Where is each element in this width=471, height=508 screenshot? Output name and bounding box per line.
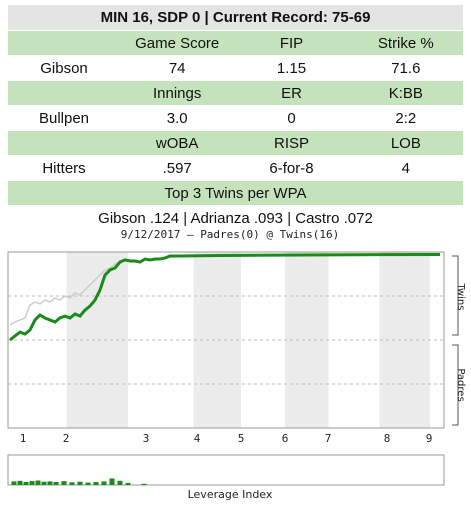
table-cell: Innings [152, 84, 202, 102]
bracket [452, 344, 459, 426]
leverage-bar [109, 478, 115, 485]
table-cell: FIP [279, 34, 304, 52]
win-line [9, 252, 441, 342]
table-cell: Bullpen [38, 109, 90, 127]
table-row: Gibson 74 1.15 71.6 [8, 56, 463, 81]
x-tick-label: 4 [194, 432, 201, 445]
leverage-bar [53, 482, 59, 485]
plot-frame [7, 251, 445, 429]
leverage-bar [23, 482, 29, 485]
leverage-bar [85, 482, 91, 485]
table-cell: wOBA [155, 134, 199, 152]
leverage-bar [47, 481, 53, 485]
table-cell: .597 [162, 159, 192, 177]
x-tick-label: 1 [20, 432, 27, 445]
leverage-title: Leverage Index [188, 488, 273, 501]
bracket [452, 255, 459, 336]
team-label: Padres [455, 368, 466, 401]
table-cell: ER [281, 84, 302, 102]
table-cell: RISP [273, 134, 309, 152]
x-tick-label: 8 [384, 432, 391, 445]
leverage-bar [35, 480, 41, 485]
title-row: MIN 16, SDP 0 | Current Record: 75-69 [8, 5, 463, 31]
x-tick-label: 3 [143, 432, 150, 445]
table-cell: 1.15 [276, 59, 307, 77]
table-row: Innings ER K:BB [8, 81, 463, 106]
leverage-bar [69, 482, 75, 485]
table-cell: 3.0 [166, 109, 188, 127]
table-cell: Strike % [377, 34, 434, 52]
table-cell: Gibson .124 | Adrianza .093 | Castro .07… [98, 209, 373, 227]
table-row: Bullpen 3.0 0 2:2 [8, 106, 463, 131]
leverage-bar [141, 483, 147, 485]
x-tick-label: 2 [63, 432, 70, 445]
table-cell: Top 3 Twins per WPA [164, 184, 307, 202]
summary-table: MIN 16, SDP 0 | Current Record: 75-69 Ga… [8, 5, 463, 231]
table-row: Gibson .124 | Adrianza .093 | Castro .07… [8, 206, 463, 231]
leverage-frame [7, 454, 445, 486]
table-row: Top 3 Twins per WPA [8, 181, 463, 206]
table-row: wOBA RISP LOB [8, 131, 463, 156]
table-row: Game Score FIP Strike % [8, 31, 463, 56]
leverage-bar [17, 480, 23, 485]
x-tick-label: 9 [426, 432, 433, 445]
x-tick-label: 7 [325, 432, 332, 445]
table-cell: 4 [401, 159, 410, 177]
leverage-bar [125, 482, 131, 485]
table-cell: LOB [390, 134, 421, 152]
leverage-bar [61, 481, 67, 485]
win-line [9, 261, 121, 326]
table-cell: K:BB [388, 84, 423, 102]
leverage-bar [77, 481, 83, 485]
x-tick-label: 6 [282, 432, 289, 445]
table-row: Hitters .597 6-for-8 4 [8, 156, 463, 181]
leverage-bar [11, 481, 17, 485]
table-title: MIN 16, SDP 0 | Current Record: 75-69 [100, 9, 371, 26]
leverage-bar [41, 481, 47, 485]
team-label: Twins [455, 283, 466, 311]
table-cell: Gibson [40, 59, 88, 77]
table-cell: 71.6 [391, 59, 421, 77]
table-cell: Hitters [42, 159, 86, 177]
chart-title: 9/12/2017 – Padres(0) @ Twins(16) [121, 228, 340, 241]
leverage-bar [117, 480, 123, 485]
table-cell: 2:2 [395, 109, 417, 127]
leverage-bar [29, 481, 35, 485]
leverage-bar [101, 481, 107, 485]
table-cell: 0 [287, 109, 296, 127]
x-tick-label: 5 [238, 432, 245, 445]
leverage-bar [93, 482, 99, 485]
table-cell: 74 [168, 59, 186, 77]
table-cell: Game Score [135, 34, 220, 52]
table-cell: 6-for-8 [269, 159, 314, 177]
